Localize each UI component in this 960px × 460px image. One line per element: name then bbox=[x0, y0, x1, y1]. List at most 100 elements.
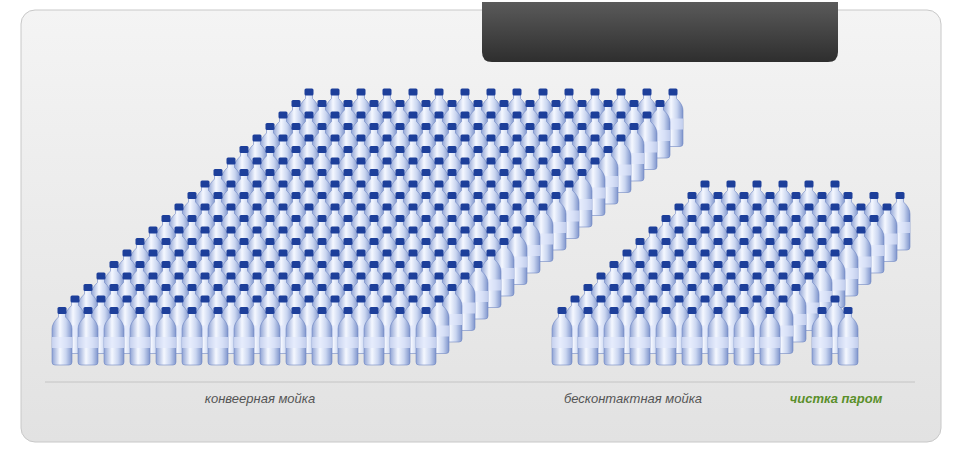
bottle-cap bbox=[110, 261, 119, 268]
bottle-label bbox=[208, 337, 228, 348]
bottle-cap bbox=[201, 204, 210, 211]
bottle-cap bbox=[253, 250, 262, 257]
bottle-cap bbox=[526, 100, 535, 107]
bottle-cap bbox=[357, 273, 366, 280]
bottle bbox=[286, 307, 306, 365]
bottle-cap bbox=[396, 192, 405, 199]
bottle-cap bbox=[740, 261, 749, 268]
bottle-label bbox=[364, 337, 384, 348]
bottle-cap bbox=[727, 250, 736, 257]
bottle-body bbox=[552, 313, 572, 365]
bottle-cap bbox=[792, 215, 801, 222]
bottle-cap bbox=[656, 100, 665, 107]
bottle-cap bbox=[474, 261, 483, 268]
bottle-cap bbox=[552, 146, 561, 153]
bottle-cap bbox=[474, 169, 483, 176]
bottle-label bbox=[812, 337, 832, 348]
bottle-label bbox=[104, 337, 124, 348]
bottle-cap bbox=[597, 273, 606, 280]
bottle-cap bbox=[448, 238, 457, 245]
bottle-label bbox=[604, 337, 624, 348]
bottle-cap bbox=[331, 135, 340, 142]
bottle-cap bbox=[714, 261, 723, 268]
bottle-cap bbox=[227, 181, 236, 188]
bottle-cap bbox=[292, 261, 301, 268]
bottle-cap bbox=[370, 307, 379, 314]
bottle-cap bbox=[474, 215, 483, 222]
bottle-body bbox=[682, 313, 702, 365]
bottle bbox=[130, 307, 150, 365]
bottle-cap bbox=[701, 273, 710, 280]
bottle-cap bbox=[474, 146, 483, 153]
bottle-body bbox=[260, 313, 280, 365]
bottle-cap bbox=[422, 123, 431, 130]
bottle-cap bbox=[292, 100, 301, 107]
bottle-cap bbox=[409, 273, 418, 280]
bottle-cap bbox=[714, 215, 723, 222]
bottle-cap bbox=[240, 169, 249, 176]
bottle-cap bbox=[266, 123, 275, 130]
bottle-cap bbox=[383, 181, 392, 188]
bottle bbox=[630, 307, 650, 365]
bottle-cap bbox=[279, 158, 288, 165]
bottle-cap bbox=[753, 273, 762, 280]
bottle-cap bbox=[513, 158, 522, 165]
bottle-cap bbox=[461, 89, 470, 96]
bottle-cap bbox=[500, 238, 509, 245]
bottle-cap bbox=[688, 284, 697, 291]
bottle-cap bbox=[227, 227, 236, 234]
bottle-cap bbox=[662, 284, 671, 291]
bottle-cap bbox=[227, 158, 236, 165]
bottle-cap bbox=[357, 296, 366, 303]
bottle-cap bbox=[266, 169, 275, 176]
bottle-cap bbox=[539, 89, 548, 96]
bottle-cap bbox=[331, 204, 340, 211]
bottle-cap bbox=[448, 284, 457, 291]
bottle-cap bbox=[396, 146, 405, 153]
bottle-cap bbox=[292, 307, 301, 314]
bottle-cap bbox=[357, 250, 366, 257]
bottle-cap bbox=[552, 100, 561, 107]
bottle-cap bbox=[201, 181, 210, 188]
bottle-cap bbox=[818, 261, 827, 268]
chart: конвеерная мойкабесконтактная мойкачистк… bbox=[0, 0, 960, 460]
bottle-cap bbox=[422, 307, 431, 314]
bottle-cap bbox=[539, 181, 548, 188]
bottle-cap bbox=[318, 307, 327, 314]
bottle-cap bbox=[552, 192, 561, 199]
bottle-cap bbox=[344, 307, 353, 314]
bottle-cap bbox=[370, 146, 379, 153]
bottle-cap bbox=[487, 250, 496, 257]
bottle-cap bbox=[487, 227, 496, 234]
bottle-cap bbox=[383, 112, 392, 119]
bottle-cap bbox=[766, 192, 775, 199]
bottle-cap bbox=[461, 135, 470, 142]
bottle-cap bbox=[513, 227, 522, 234]
bottle-cap bbox=[662, 215, 671, 222]
bottle-cap bbox=[487, 158, 496, 165]
bottle bbox=[78, 307, 98, 365]
bottle bbox=[708, 307, 728, 365]
bottle-cap bbox=[448, 100, 457, 107]
bottle-cap bbox=[357, 227, 366, 234]
bottle-cap bbox=[623, 273, 632, 280]
bottle-cap bbox=[396, 100, 405, 107]
bottle-cap bbox=[266, 284, 275, 291]
bottle-cap bbox=[253, 135, 262, 142]
bottle-cap bbox=[214, 215, 223, 222]
bottle-cap bbox=[305, 296, 314, 303]
bottle-label bbox=[760, 337, 780, 348]
bottle-body bbox=[338, 313, 358, 365]
bottle bbox=[182, 307, 202, 365]
bottle-cap bbox=[97, 273, 106, 280]
bottle-cap bbox=[701, 181, 710, 188]
bottle-label bbox=[52, 337, 72, 348]
bottle-cap bbox=[662, 238, 671, 245]
bottle-cap bbox=[896, 192, 905, 199]
bottle-cap bbox=[97, 296, 106, 303]
bottle-cap bbox=[409, 158, 418, 165]
bottle-cap bbox=[753, 227, 762, 234]
bottle-cap bbox=[487, 204, 496, 211]
bottle-cap bbox=[766, 238, 775, 245]
bottle-cap bbox=[331, 181, 340, 188]
